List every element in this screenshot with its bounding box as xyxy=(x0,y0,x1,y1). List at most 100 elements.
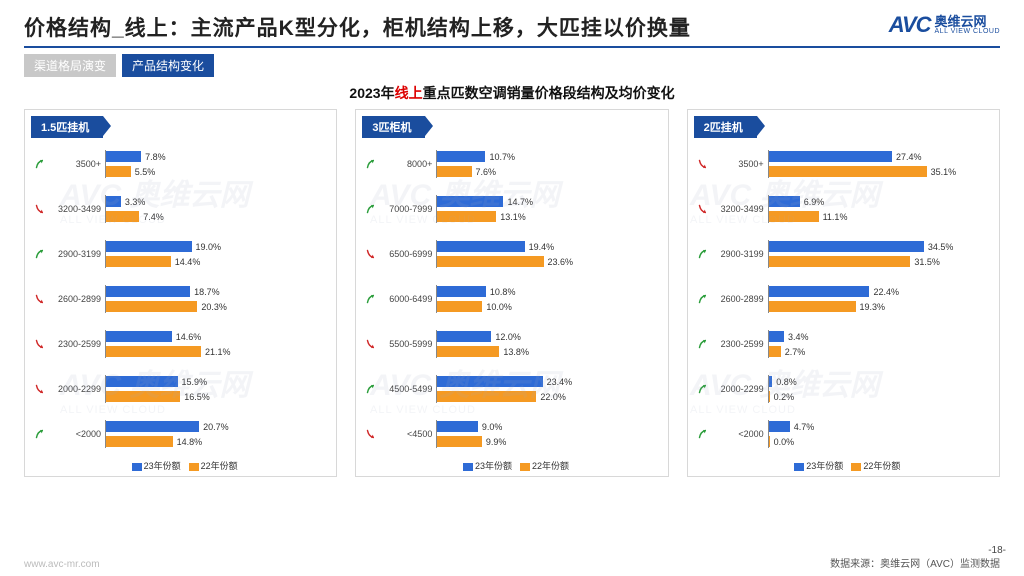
bar-row: <45009.0%9.9% xyxy=(362,414,661,454)
category-label: 3200-3499 xyxy=(49,204,105,214)
arrow-down-icon xyxy=(362,247,380,261)
bar-value: 10.0% xyxy=(486,302,512,312)
tab-channel[interactable]: 渠道格局演变 xyxy=(24,54,116,77)
header: 价格结构_线上：主流产品K型分化，柜机结构上移，大匹挂以价换量 AVC 奥维云网… xyxy=(24,12,1000,48)
category-label: 2900-3199 xyxy=(712,249,768,259)
category-label: 8000+ xyxy=(380,159,436,169)
arrow-up-icon xyxy=(31,427,49,441)
bar-row: 5500-599912.0%13.8% xyxy=(362,324,661,364)
bar-value: 7.6% xyxy=(476,167,497,177)
bar-value: 3.3% xyxy=(125,197,146,207)
category-label: <2000 xyxy=(712,429,768,439)
bar xyxy=(106,421,199,432)
bar xyxy=(437,241,524,252)
category-label: 6000-6499 xyxy=(380,294,436,304)
bar-value: 20.7% xyxy=(203,422,229,432)
bar-row: 2000-22990.8%0.2% xyxy=(694,369,993,409)
bar-value: 16.5% xyxy=(184,392,210,402)
arrow-up-icon xyxy=(694,427,712,441)
arrow-down-icon xyxy=(694,157,712,171)
charts-row: 1.5匹挂机3500+7.8%5.5%3200-34993.3%7.4%2900… xyxy=(24,109,1000,477)
bar-value: 14.4% xyxy=(175,257,201,267)
chart-panel: 2匹挂机3500+27.4%35.1%3200-34996.9%11.1%290… xyxy=(687,109,1000,477)
bar xyxy=(106,346,201,357)
bar-value: 14.7% xyxy=(507,197,533,207)
bar-row: 2600-289918.7%20.3% xyxy=(31,279,330,319)
arrow-up-icon xyxy=(694,382,712,396)
bar-row: 2600-2899 22.4% 19.3% xyxy=(694,279,993,319)
category-label: 2900-3199 xyxy=(49,249,105,259)
bar-value: 22.0% xyxy=(540,392,566,402)
bar-value: 14.6% xyxy=(176,332,202,342)
bar-value: 0.2% xyxy=(774,392,795,402)
bar xyxy=(437,196,503,207)
arrow-down-icon xyxy=(31,382,49,396)
tabs: 渠道格局演变 产品结构变化 xyxy=(24,54,1000,77)
category-label: 2600-2899 xyxy=(712,294,768,304)
bar-value: 12.0% xyxy=(495,332,521,342)
bar xyxy=(437,301,482,312)
bar xyxy=(106,196,121,207)
bar-row: 2900-319934.5%31.5% xyxy=(694,234,993,274)
bar-value: 19.3% xyxy=(860,302,886,312)
bar xyxy=(769,421,790,432)
bar-row: <200020.7%14.8% xyxy=(31,414,330,454)
bar-value: 31.5% xyxy=(914,257,940,267)
logo-cn: 奥维云网 xyxy=(935,15,1000,28)
arrow-up-icon xyxy=(694,337,712,351)
bar xyxy=(106,286,190,297)
bar xyxy=(106,151,141,162)
bar-row: 2300-25993.4%2.7% xyxy=(694,324,993,364)
bar-value: 13.1% xyxy=(500,212,526,222)
category-label: 3500+ xyxy=(712,159,768,169)
arrow-down-icon xyxy=(694,202,712,216)
category-label: 2000-2299 xyxy=(712,384,768,394)
bar-value: 0.0% xyxy=(774,437,795,447)
chart-title: 2匹挂机 xyxy=(694,116,757,138)
arrow-down-icon xyxy=(31,292,49,306)
bar xyxy=(437,211,496,222)
bar xyxy=(769,376,773,387)
bar xyxy=(769,166,927,177)
bar-row: 4500-549923.4%22.0% xyxy=(362,369,661,409)
bar-value: 2.7% xyxy=(785,347,806,357)
bar xyxy=(437,331,491,342)
footer-source: 数据来源：奥维云网（AVC）监测数据 xyxy=(830,555,1000,570)
category-label: 7000-7999 xyxy=(380,204,436,214)
arrow-down-icon xyxy=(31,337,49,351)
arrow-up-icon xyxy=(362,157,380,171)
bar-value: 35.1% xyxy=(931,167,957,177)
bar xyxy=(769,241,924,252)
bar xyxy=(769,286,870,297)
arrow-up-icon xyxy=(31,157,49,171)
tab-product[interactable]: 产品结构变化 xyxy=(122,54,214,77)
arrow-up-icon xyxy=(694,247,712,261)
bar-value: 14.8% xyxy=(177,437,203,447)
subtitle-prefix: 2023年 xyxy=(349,85,394,101)
footer-url: www.avc-mr.com xyxy=(24,559,100,570)
bar xyxy=(106,241,192,252)
bar-value: 10.7% xyxy=(489,152,515,162)
bar-value: 7.8% xyxy=(145,152,166,162)
bar-value: 9.9% xyxy=(486,437,507,447)
logo-en: ALL VIEW CLOUD xyxy=(935,28,1000,35)
bar-row: 6000-649910.8%10.0% xyxy=(362,279,661,319)
bar xyxy=(106,331,172,342)
bar xyxy=(437,346,499,357)
bar-value: 22.4% xyxy=(873,287,899,297)
bar xyxy=(437,376,542,387)
bar-row: 7000-7999 14.7% 13.1% xyxy=(362,189,661,229)
bar xyxy=(106,376,178,387)
bar-value: 5.5% xyxy=(135,167,156,177)
arrow-down-icon xyxy=(362,427,380,441)
category-label: 5500-5999 xyxy=(380,339,436,349)
bar xyxy=(437,436,482,447)
category-label: 2300-2599 xyxy=(712,339,768,349)
bar-row: 8000+ 10.7% 7.6% xyxy=(362,144,661,184)
bar-row: 2900-3199 19.0% 14.4% xyxy=(31,234,330,274)
category-label: 6500-6999 xyxy=(380,249,436,259)
subtitle: 2023年线上重点匹数空调销量价格段结构及均价变化 xyxy=(24,83,1000,103)
bar-row: 6500-699919.4%23.6% xyxy=(362,234,661,274)
bar-value: 19.0% xyxy=(196,242,222,252)
bar xyxy=(437,151,485,162)
